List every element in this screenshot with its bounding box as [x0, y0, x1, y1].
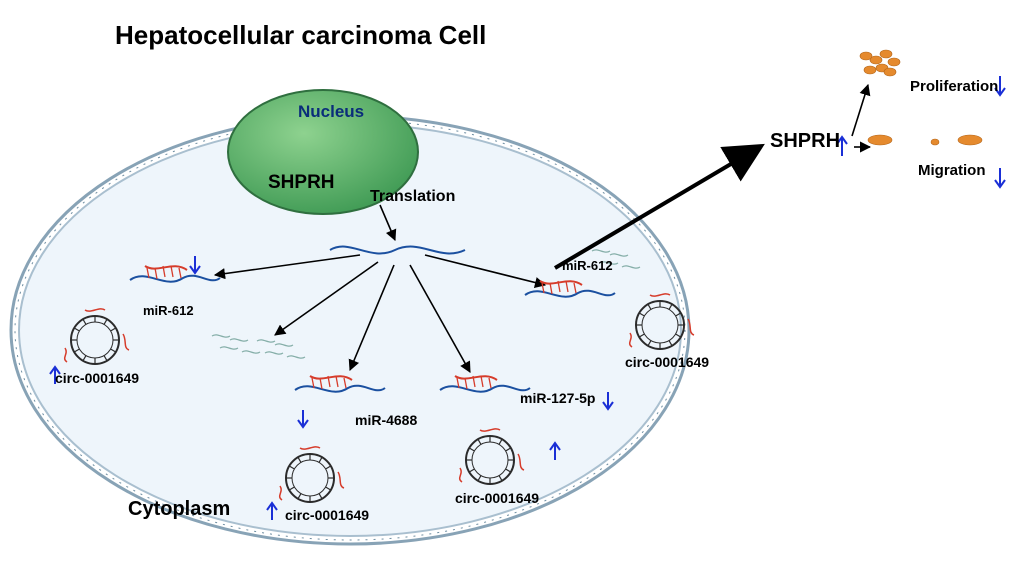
- mir612-label: miR-612: [143, 303, 194, 318]
- mir612b-label: miR-612: [562, 258, 613, 273]
- mir127-label: miR-127-5p: [520, 390, 595, 406]
- scene-svg: [0, 0, 1020, 574]
- cell-membrane: [11, 116, 689, 544]
- radiating-arrows: [215, 255, 545, 372]
- shprh-out-label: SHPRH: [770, 130, 840, 153]
- pathway-mir4688: [257, 340, 385, 520]
- translation-label: Translation: [370, 188, 455, 206]
- migration-cells: [868, 135, 982, 145]
- migration-down-arrow: [995, 168, 1005, 187]
- diagram-title: Hepatocellular carcinoma Cell: [115, 20, 486, 51]
- mrna-central: [330, 247, 465, 254]
- circ3-label: circ-0001649: [455, 490, 539, 506]
- circ4-label: circ-0001649: [625, 354, 709, 370]
- translation-arrow: [380, 205, 395, 240]
- cytoplasm-label: Cytoplasm: [128, 498, 230, 521]
- mir4688-label: miR-4688: [355, 412, 417, 428]
- shprh-big-arrow: [555, 148, 758, 268]
- proliferation-cluster: [860, 50, 900, 76]
- nucleus-label: Nucleus: [298, 102, 364, 122]
- circ1-label: circ-0001649: [55, 370, 139, 386]
- circ2-label: circ-0001649: [285, 507, 369, 523]
- diagram-stage: Hepatocellular carcinoma Cell: [0, 0, 1020, 574]
- migration-label: Migration: [918, 162, 986, 179]
- shprh-nucleus-label: SHPRH: [268, 172, 335, 194]
- to-proliferation-arrow: [852, 85, 868, 136]
- pathway-mir612: [50, 256, 260, 384]
- proliferation-label: Proliferation: [910, 78, 998, 95]
